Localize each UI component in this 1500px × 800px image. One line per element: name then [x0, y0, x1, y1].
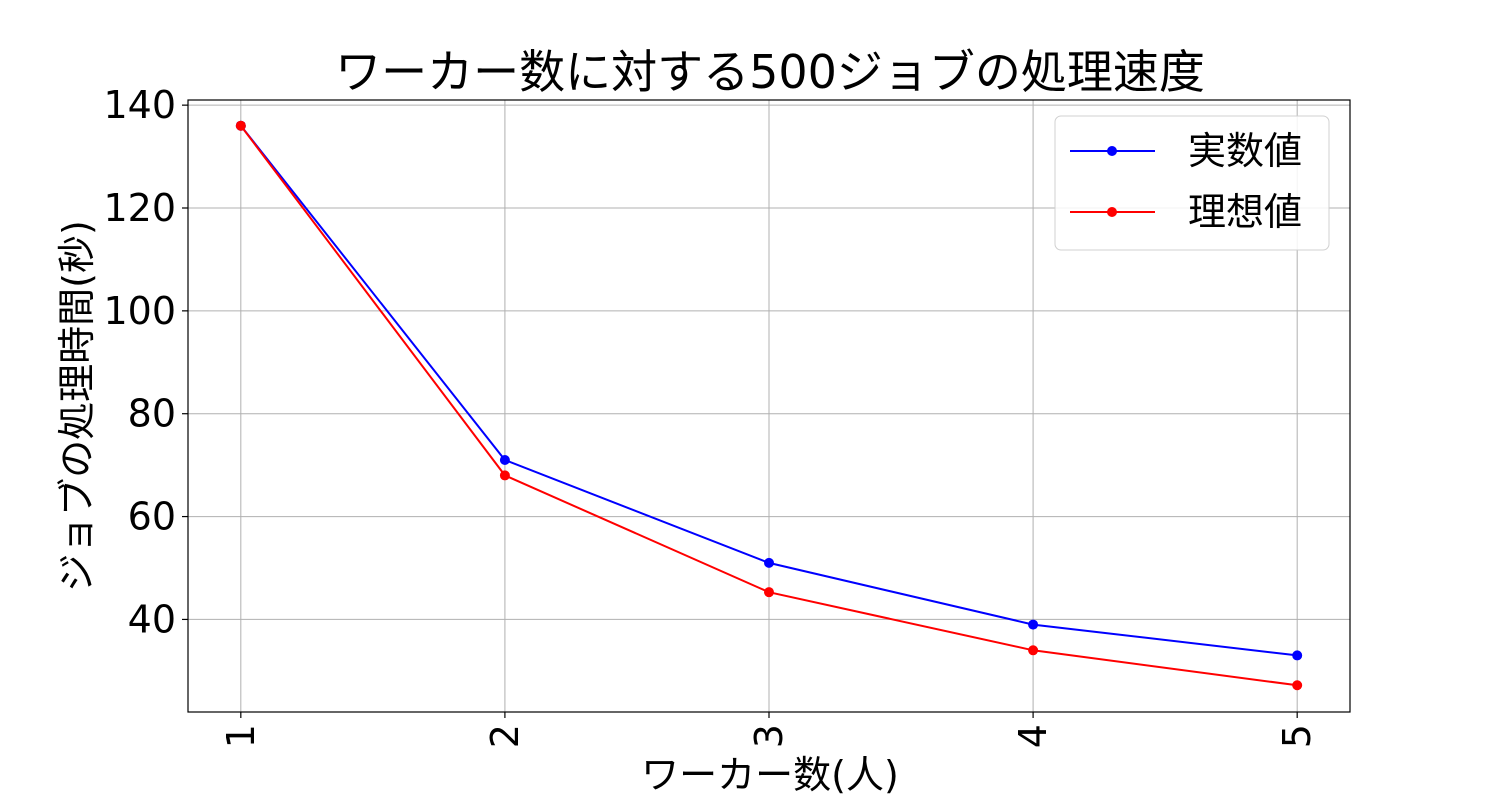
series-2 — [235, 120, 1303, 691]
y-axis-ticks: 40 60 80 100 120 140 — [103, 83, 188, 641]
chart-title: ワーカー数に対する500ジョブの処理速度 — [335, 45, 1205, 99]
y-tick-label: 60 — [128, 495, 176, 539]
y-tick-label: 120 — [103, 186, 176, 230]
y-tick-label: 140 — [103, 83, 176, 127]
legend-box — [1054, 115, 1330, 251]
y-axis-label: ジョブの処理時間(秒) — [55, 220, 99, 592]
data-point — [1028, 645, 1039, 656]
data-point — [235, 120, 246, 131]
data-point — [499, 470, 510, 481]
data-point — [1292, 650, 1303, 661]
x-tick-label: 4 — [1011, 724, 1055, 748]
data-point — [499, 455, 510, 465]
legend-item: 実数値 — [1070, 129, 1302, 173]
y-tick-label: 40 — [128, 597, 176, 641]
x-tick-label: 1 — [219, 724, 263, 748]
data-point — [764, 557, 774, 568]
legend-label: 実数値 — [1188, 129, 1302, 173]
x-tick-label: 5 — [1275, 724, 1319, 748]
legend-marker — [1107, 146, 1117, 156]
x-tick-label: 2 — [483, 724, 527, 748]
data-point — [1292, 680, 1303, 691]
x-axis-ticks: 1 2 3 4 5 — [219, 712, 1319, 748]
legend-label: 理想値 — [1188, 190, 1302, 234]
y-tick-label: 80 — [128, 392, 176, 436]
x-axis-label: ワーカー数(人) — [641, 753, 899, 797]
data-point — [764, 587, 774, 598]
legend-marker — [1107, 207, 1117, 217]
legend-item: 理想値 — [1070, 190, 1302, 234]
x-tick-label: 3 — [747, 724, 791, 748]
data-point — [1028, 619, 1039, 630]
y-tick-label: 100 — [103, 289, 176, 333]
series-layer — [235, 120, 1303, 691]
